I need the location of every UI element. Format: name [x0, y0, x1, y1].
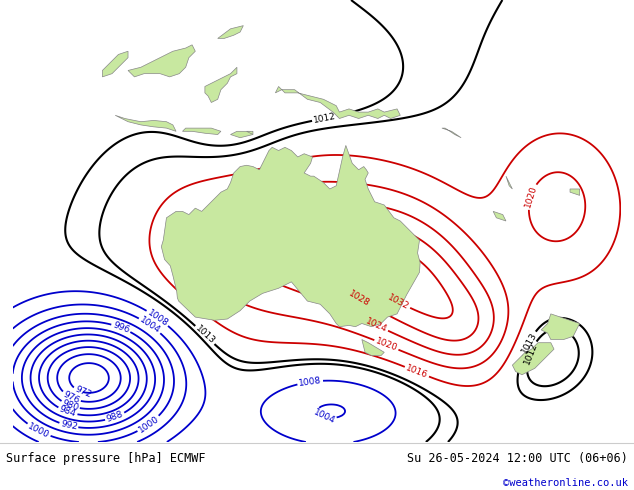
Text: 1032: 1032 [386, 293, 411, 311]
Text: ©weatheronline.co.uk: ©weatheronline.co.uk [503, 478, 628, 488]
Text: 1013: 1013 [519, 331, 538, 355]
Polygon shape [128, 45, 195, 77]
Polygon shape [115, 115, 176, 131]
Polygon shape [161, 146, 420, 327]
Text: 980: 980 [61, 398, 81, 413]
Polygon shape [362, 340, 384, 356]
Text: 976: 976 [61, 390, 81, 406]
Polygon shape [247, 131, 253, 135]
Text: 1000: 1000 [137, 414, 160, 435]
Text: 1028: 1028 [347, 289, 371, 308]
Polygon shape [205, 67, 237, 102]
Text: 1004: 1004 [138, 315, 162, 335]
Text: 1008: 1008 [298, 376, 322, 388]
Text: 1020: 1020 [523, 184, 538, 209]
Text: 1020: 1020 [374, 337, 399, 353]
Text: 1008: 1008 [146, 308, 170, 328]
Polygon shape [506, 176, 512, 189]
Text: Su 26-05-2024 12:00 UTC (06+06): Su 26-05-2024 12:00 UTC (06+06) [407, 452, 628, 466]
Polygon shape [217, 25, 243, 38]
Text: 1000: 1000 [27, 421, 51, 440]
Polygon shape [231, 131, 253, 138]
Text: 988: 988 [105, 410, 124, 424]
Polygon shape [103, 51, 128, 77]
Text: 984: 984 [58, 405, 77, 419]
Polygon shape [442, 128, 461, 138]
Polygon shape [512, 343, 554, 375]
Polygon shape [275, 86, 400, 119]
Text: Surface pressure [hPa] ECMWF: Surface pressure [hPa] ECMWF [6, 452, 206, 466]
Text: 992: 992 [60, 419, 79, 432]
Text: 972: 972 [74, 385, 93, 399]
Polygon shape [493, 211, 506, 221]
Text: 1024: 1024 [364, 317, 389, 334]
Text: 1012: 1012 [313, 112, 337, 125]
Polygon shape [541, 314, 579, 340]
Text: 1013: 1013 [193, 324, 216, 346]
Polygon shape [570, 189, 579, 196]
Polygon shape [183, 128, 221, 135]
Text: 996: 996 [112, 320, 131, 335]
Text: 1004: 1004 [311, 408, 336, 426]
Text: 1012: 1012 [522, 341, 539, 366]
Text: 1016: 1016 [404, 364, 429, 380]
